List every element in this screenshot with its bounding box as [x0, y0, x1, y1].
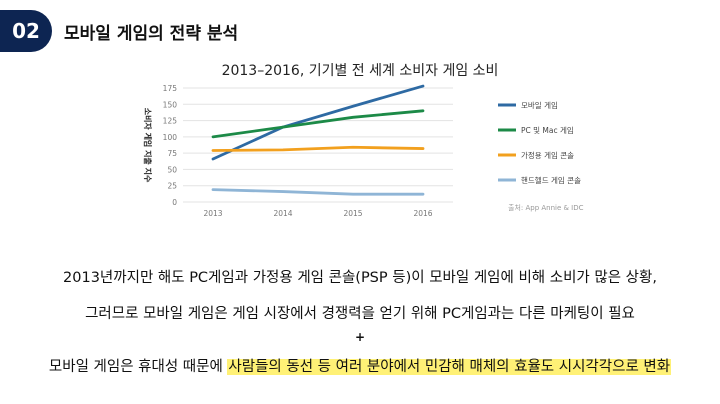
slide-title: 모바일 게임의 전략 분석 [64, 24, 239, 44]
plus-sign: + [354, 330, 366, 344]
y-tick-label: 150 [163, 100, 178, 109]
series-line [211, 188, 425, 196]
series-line [211, 109, 425, 139]
y-tick-label: 50 [167, 165, 177, 174]
x-tick-label: 2016 [413, 209, 432, 218]
caption-line-3-highlight: 사람들의 동선 등 여러 분야에서 민감해 매체의 효율도 시시각각으로 변화 [227, 359, 672, 375]
caption-line-1: 2013년까지만 해도 PC게임과 가정용 게임 콘솔(PSP 등)이 모바일 … [63, 270, 657, 286]
legend-label: 핸드헬드 게임 콘솔 [521, 175, 581, 185]
series-line [211, 145, 425, 152]
section-number-badge: 02 [0, 10, 52, 52]
x-tick-label: 2013 [203, 209, 222, 218]
legend-label: 가정용 게임 콘솔 [521, 150, 574, 160]
y-tick-label: 175 [163, 84, 178, 93]
chart-heading: 2013–2016, 기기별 전 세계 소비자 게임 소비 [221, 63, 499, 79]
y-tick-label: 125 [163, 117, 178, 126]
legend-label: 모바일 게임 [521, 100, 558, 110]
y-tick-label: 0 [172, 198, 177, 207]
line-chart: 0 25 50 75 100 125 150 175 2013 2014 2015 2016 소비자 게… [143, 84, 584, 218]
x-tick-label: 2015 [343, 209, 362, 218]
source-note: 출처: App Annie & IDC [508, 203, 584, 212]
y-tick-label: 25 [167, 182, 177, 191]
y-tick-label: 75 [167, 149, 177, 158]
legend-label: PC 및 Mac 게임 [521, 125, 574, 135]
caption-line-3-prefix: 모바일 게임은 휴대성 때문에 [48, 359, 228, 375]
y-tick-label: 100 [163, 133, 178, 142]
caption-line-2: 그러므로 모바일 게임은 게임 시장에서 경쟁력을 얻기 위해 PC게임과는 다… [85, 306, 635, 322]
x-tick-label: 2014 [273, 209, 292, 218]
series-line [211, 84, 425, 161]
y-axis-label: 소비자 게임 지출 지수 [143, 108, 153, 183]
caption-line-3: 모바일 게임은 휴대성 때문에 사람들의 동선 등 여러 분야에서 민감해 매체… [0, 355, 720, 376]
